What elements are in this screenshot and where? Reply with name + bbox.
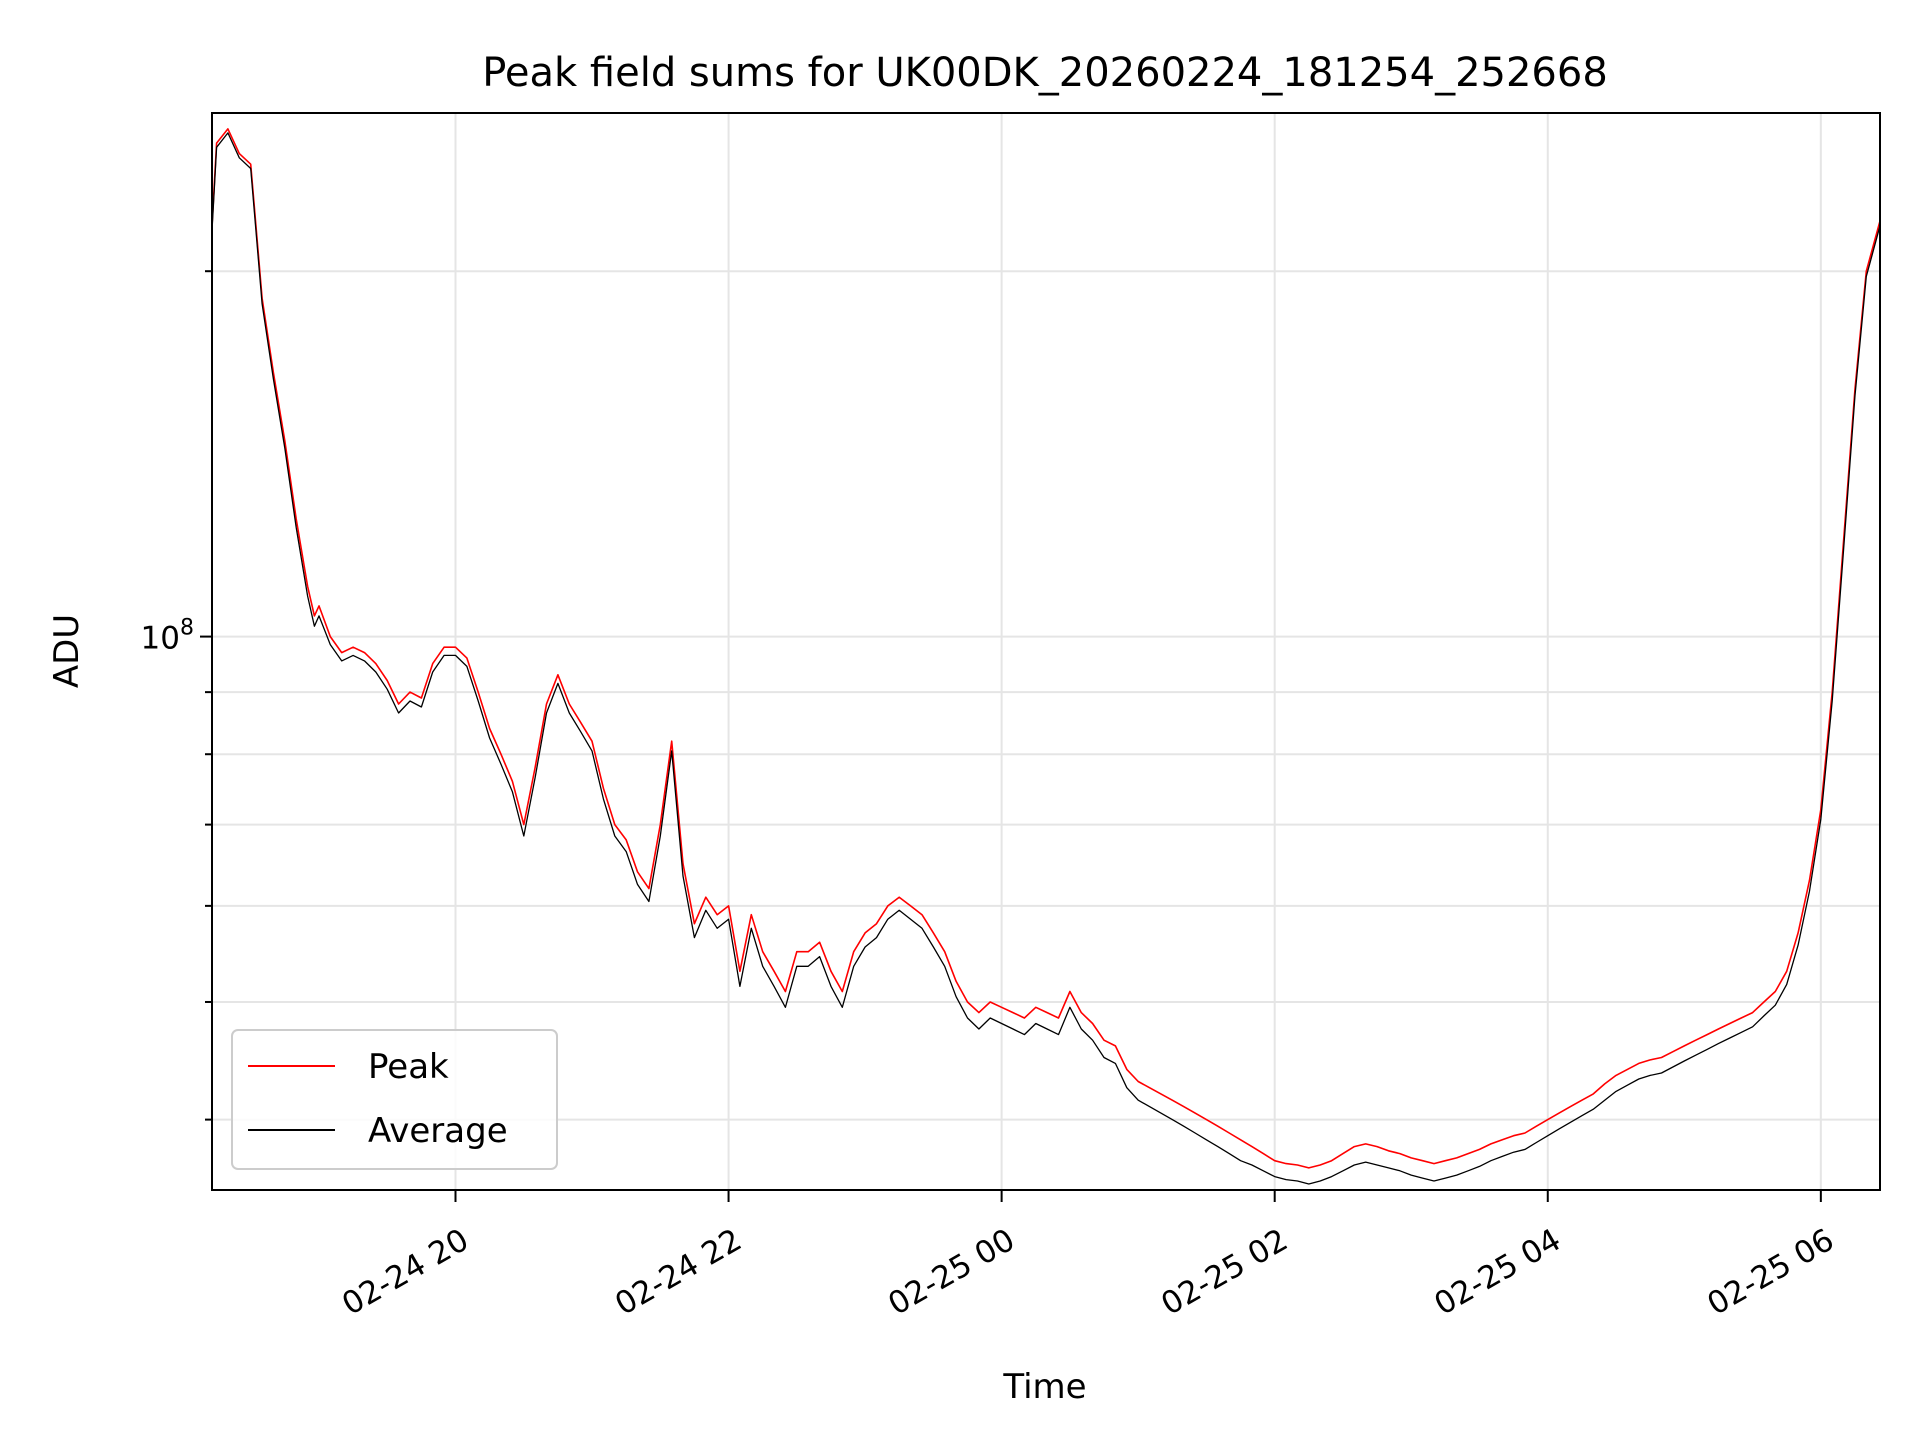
series-line-average [211, 132, 1881, 1185]
y-axis-label: ADU [47, 614, 87, 688]
legend: Peak Average [231, 1029, 558, 1170]
grid [212, 113, 1880, 1190]
series-line-peak [211, 128, 1881, 1169]
plot-frame [211, 112, 1881, 1191]
chart-title: Peak field sums for UK00DK_20260224_1812… [482, 50, 1608, 96]
legend-label-peak: Peak [368, 1047, 449, 1087]
x-axis-label: Time [1002, 1367, 1086, 1407]
y-tick-label: 108 [141, 616, 194, 657]
series-layer [211, 128, 1881, 1185]
y-axis: 108 [141, 270, 212, 1121]
legend-box [231, 1029, 558, 1170]
legend-label-average: Average [368, 1111, 508, 1151]
